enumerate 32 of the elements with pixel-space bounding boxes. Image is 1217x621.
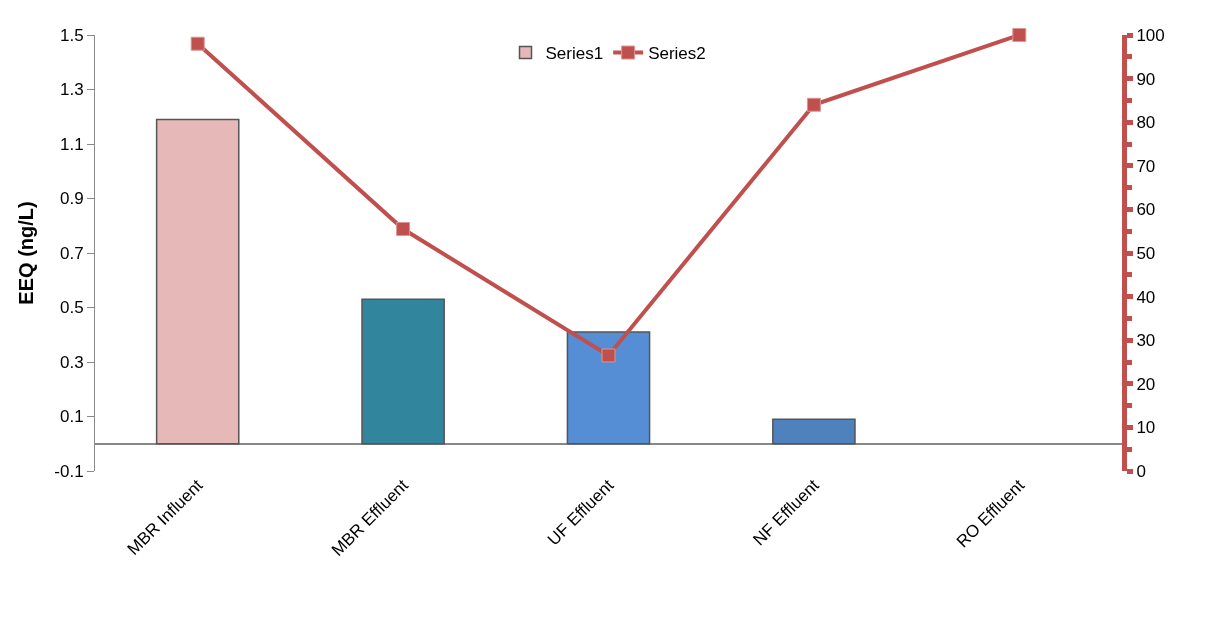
point: [190, 36, 205, 51]
y-tick-label: 0.3: [59, 352, 84, 372]
y2-tick-label: 90: [1136, 69, 1156, 89]
bar: [566, 331, 651, 445]
y-tick-label: 0.5: [59, 298, 84, 318]
y-tick-label: 1.3: [59, 80, 84, 100]
point: [1012, 28, 1027, 42]
bar: [361, 298, 445, 445]
legend-label: Series2: [648, 44, 706, 64]
y-tick-label: 1.1: [59, 134, 84, 154]
y2-tick-label: 60: [1136, 200, 1156, 220]
point: [601, 348, 616, 363]
point: [806, 97, 821, 112]
y2-tick-label: 40: [1136, 287, 1156, 307]
y-axis-title: EEQ (ng/L): [14, 201, 37, 305]
y-tick-label: 1.5: [59, 25, 84, 45]
y2-tick-label: 10: [1136, 418, 1156, 438]
point: [396, 222, 411, 237]
bar: [772, 418, 856, 445]
y-tick-label: -0.1: [54, 461, 84, 481]
y2-tick-label: 50: [1136, 243, 1156, 263]
y2-tick-label: 70: [1136, 156, 1156, 176]
y2-tick-label: 0: [1136, 461, 1146, 481]
y2-tick-label: 80: [1136, 113, 1156, 133]
y2-tick-label: 30: [1136, 331, 1156, 351]
y2-tick-label: 100: [1136, 25, 1165, 45]
legend-label: Series1: [545, 44, 604, 64]
y-tick-label: 0.7: [59, 243, 84, 263]
bar: [155, 118, 240, 445]
y2-tick-label: 20: [1136, 374, 1156, 394]
y-tick-label: 0.1: [59, 407, 84, 427]
y-tick-label: 0.9: [59, 189, 84, 209]
